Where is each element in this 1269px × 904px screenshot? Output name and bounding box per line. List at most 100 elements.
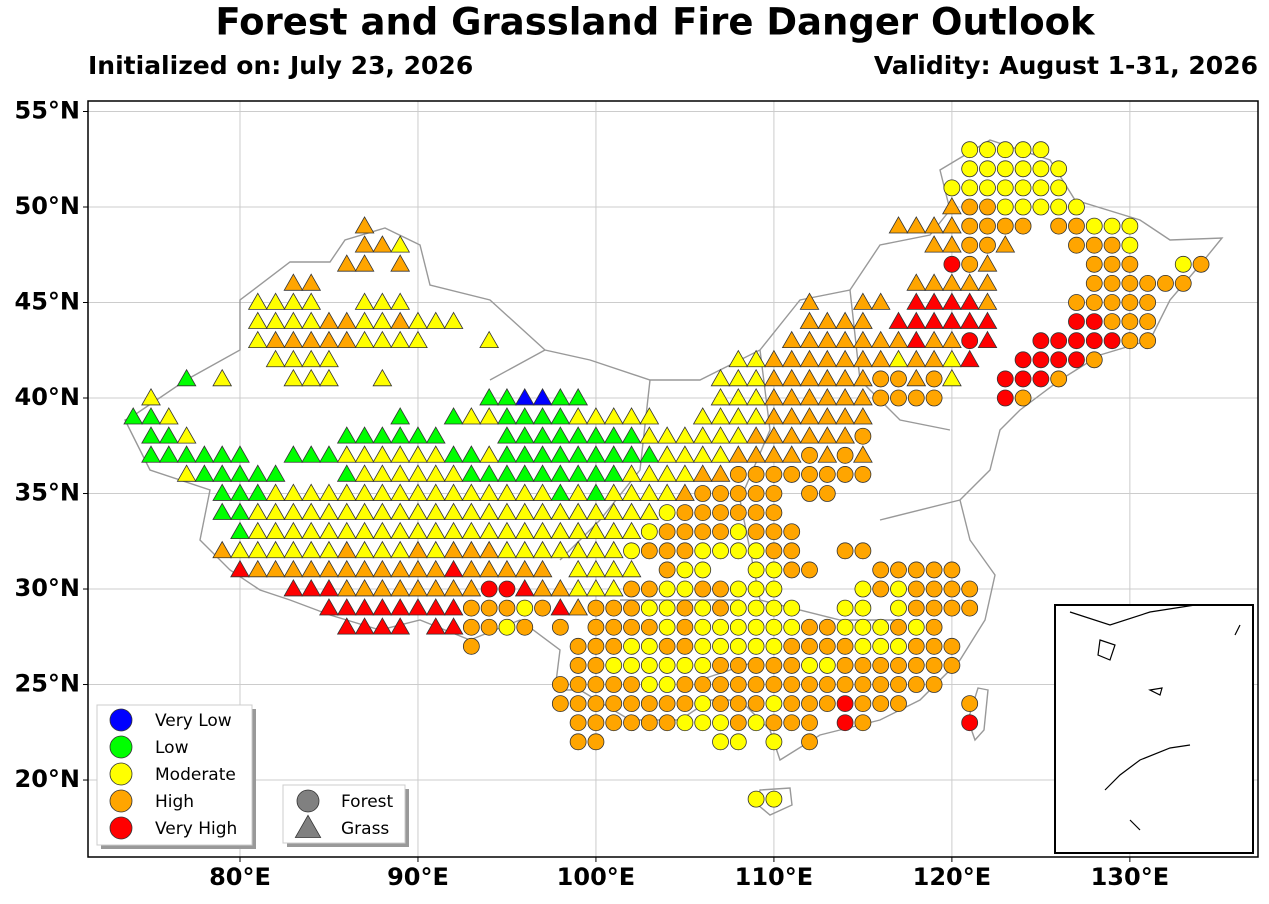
grass-marker <box>710 464 731 482</box>
y-tick-label: 45°N <box>15 288 80 316</box>
grass-marker <box>532 579 553 597</box>
forest-marker <box>712 599 729 617</box>
forest-marker <box>890 561 907 579</box>
grass-marker <box>675 483 695 501</box>
grass-marker <box>639 464 660 482</box>
forest-marker <box>836 657 854 674</box>
grass-marker <box>425 598 446 616</box>
forest-marker <box>890 580 907 598</box>
markers <box>123 141 1210 808</box>
forest-marker <box>729 695 747 713</box>
forest-marker <box>996 370 1014 388</box>
forest-marker <box>640 618 658 636</box>
grass-marker <box>265 292 286 310</box>
grass-marker <box>888 349 909 368</box>
forest-marker <box>854 714 872 732</box>
forest-marker <box>979 198 996 216</box>
forest-marker <box>907 618 925 636</box>
grass-marker <box>443 521 464 540</box>
grass-marker <box>283 292 304 310</box>
y-tick-label: 55°N <box>15 97 80 125</box>
forest-marker <box>658 580 676 598</box>
grass-marker <box>870 292 891 310</box>
grass-marker <box>319 311 339 329</box>
forest-marker <box>747 580 765 598</box>
grass-marker <box>586 407 606 425</box>
grass-marker <box>853 388 873 406</box>
forest-marker <box>765 466 783 483</box>
forest-marker <box>747 485 765 502</box>
grass-marker <box>212 464 233 482</box>
grass-marker <box>586 559 606 578</box>
grass-marker <box>550 540 571 559</box>
grass-marker <box>621 464 642 482</box>
grass-marker <box>390 445 411 463</box>
grass-marker <box>728 388 749 406</box>
forest-marker <box>480 599 498 617</box>
forest-marker <box>943 637 961 655</box>
forest-marker <box>658 714 676 732</box>
grass-marker <box>959 292 980 310</box>
forest-marker <box>658 695 676 713</box>
forest-marker <box>890 657 907 674</box>
grass-marker <box>746 407 767 425</box>
grass-marker <box>550 483 571 501</box>
grass-marker <box>817 388 838 406</box>
forest-marker <box>729 504 747 522</box>
grass-marker <box>479 330 500 349</box>
forest-marker <box>836 446 854 464</box>
grass-marker <box>514 521 535 540</box>
forest-marker <box>569 637 587 655</box>
grass-marker <box>906 349 927 368</box>
forest-marker <box>1014 217 1032 235</box>
grass-marker <box>194 445 215 463</box>
forest-marker <box>729 523 747 541</box>
forest-marker <box>765 676 783 693</box>
forest-marker <box>747 618 765 636</box>
grass-marker <box>639 445 660 463</box>
forest-marker <box>765 523 783 541</box>
grass-marker <box>461 579 482 597</box>
grass-marker <box>390 426 411 444</box>
grass-marker <box>941 349 962 368</box>
forest-marker <box>872 676 890 693</box>
grass-marker <box>212 502 233 520</box>
grass-marker <box>319 579 339 597</box>
validity: Validity: August 1-31, 2026 <box>874 51 1258 80</box>
forest-marker <box>1139 332 1157 350</box>
grass-marker <box>319 559 339 578</box>
grass-marker <box>408 502 428 520</box>
forest-marker <box>765 542 783 560</box>
forest-marker <box>640 523 658 541</box>
grass-marker <box>835 407 855 425</box>
grass-marker <box>443 464 464 482</box>
grass-marker <box>959 349 980 368</box>
grass-marker <box>301 292 322 310</box>
forest-marker <box>836 466 854 483</box>
grass-marker <box>621 521 642 540</box>
forest-marker <box>943 561 961 579</box>
forest-marker <box>1192 255 1210 273</box>
grass-marker <box>336 483 357 501</box>
forest-marker <box>1014 198 1032 216</box>
forest-marker <box>658 599 676 617</box>
forest-marker <box>694 618 712 636</box>
forest-marker <box>747 657 765 674</box>
grass-marker <box>870 349 891 368</box>
grass-marker <box>283 349 304 368</box>
forest-marker <box>1032 198 1050 216</box>
forest-marker <box>836 599 854 617</box>
grass-marker <box>354 617 375 635</box>
grass-marker <box>408 598 428 616</box>
grass-marker <box>817 426 838 444</box>
grass-marker <box>425 311 446 329</box>
grass-marker <box>301 521 322 540</box>
forest-marker <box>783 637 801 655</box>
grass-marker <box>906 292 927 310</box>
forest-marker <box>712 504 729 522</box>
forest-marker <box>783 561 801 579</box>
forest-marker <box>658 523 676 541</box>
grass-marker <box>390 559 411 578</box>
grass-marker <box>746 349 767 368</box>
forest-marker <box>676 523 694 541</box>
